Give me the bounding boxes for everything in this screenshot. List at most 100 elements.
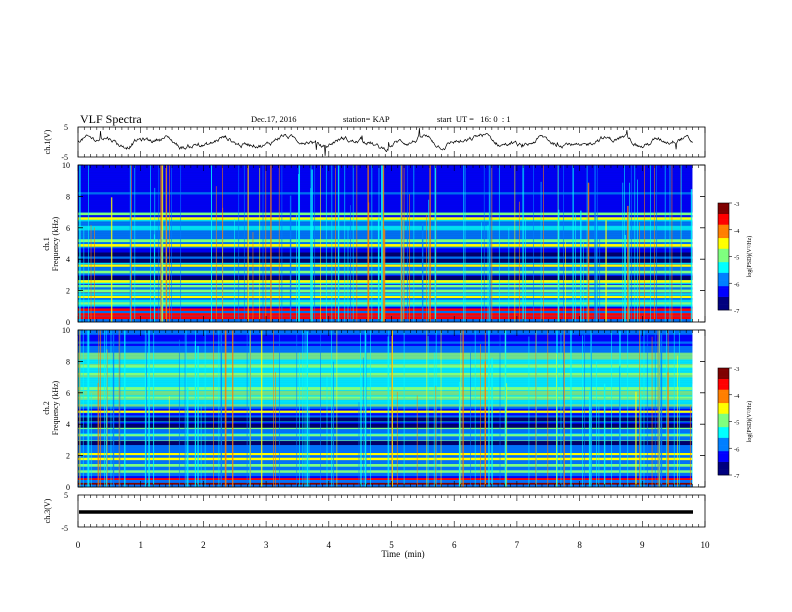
sferic-line bbox=[213, 330, 214, 487]
xtick-label: 10 bbox=[701, 540, 711, 550]
sferic-line bbox=[200, 405, 202, 487]
sferic-line bbox=[440, 330, 442, 487]
frequency-band bbox=[78, 387, 693, 390]
sferic-line bbox=[637, 179, 638, 322]
sferic-line bbox=[204, 330, 206, 487]
sferic-line bbox=[79, 165, 81, 322]
xtick-label: 2 bbox=[201, 540, 206, 550]
colorbar-step bbox=[718, 205, 729, 209]
spectrogram-row bbox=[78, 189, 693, 193]
colorbar-step bbox=[718, 296, 729, 300]
sferic-line bbox=[79, 330, 81, 487]
sferic-line bbox=[388, 330, 390, 487]
sferic-line bbox=[484, 330, 486, 487]
spectrogram-row bbox=[78, 198, 693, 202]
sferic-line bbox=[413, 165, 415, 322]
frequency-band bbox=[78, 372, 693, 375]
sferic-line bbox=[650, 165, 651, 322]
start-time-label: start UT = 16: 0 : 1 bbox=[437, 114, 511, 124]
sferic-line bbox=[556, 353, 557, 487]
ch2-spectrogram-image bbox=[78, 330, 705, 488]
sferic-line bbox=[582, 335, 583, 487]
spectrogram-row bbox=[78, 475, 693, 479]
sferic-line bbox=[433, 352, 435, 487]
colorbar-step bbox=[718, 426, 729, 430]
colorbar-step bbox=[718, 229, 729, 233]
spectrogram-row bbox=[78, 194, 693, 197]
sferic-line bbox=[540, 181, 542, 322]
sferic-line bbox=[464, 165, 466, 322]
colorbar-step bbox=[718, 259, 729, 263]
sferic-line bbox=[690, 189, 693, 322]
ch2-spectrogram-channel-label: ch.2 bbox=[42, 401, 51, 415]
sferic-line bbox=[368, 202, 370, 322]
colorbar-step bbox=[718, 421, 729, 425]
sferic-line bbox=[289, 195, 292, 322]
sferic-line bbox=[605, 220, 607, 322]
colorbar-step bbox=[718, 453, 729, 457]
spectrogram-row bbox=[78, 223, 693, 226]
sferic-line bbox=[560, 330, 562, 487]
colorbar-step bbox=[718, 272, 729, 276]
sferic-line bbox=[104, 330, 106, 487]
sferic-line bbox=[490, 165, 492, 322]
spectrogram-row bbox=[78, 392, 693, 396]
xtick-label: 1 bbox=[138, 540, 143, 550]
colorbar-step bbox=[718, 400, 729, 404]
ytick-label: 8 bbox=[66, 357, 70, 366]
sferic-line bbox=[387, 336, 389, 487]
sferic-line bbox=[98, 330, 100, 487]
spectrogram-row bbox=[78, 395, 693, 398]
spectrogram-row bbox=[78, 336, 693, 340]
sferic-line bbox=[630, 165, 632, 322]
sferic-line bbox=[86, 330, 88, 487]
ch2-colorbar: -3 -4 -5 -6 -7 log(PSD)(V²/Hz) bbox=[717, 366, 753, 480]
sferic-line bbox=[524, 218, 526, 322]
spectrogram-row bbox=[78, 359, 693, 362]
spectrogram-row bbox=[78, 404, 693, 407]
sferic-line bbox=[639, 330, 641, 487]
colorbar-step bbox=[718, 429, 729, 433]
sferic-line bbox=[627, 205, 629, 322]
sferic-line bbox=[409, 194, 410, 322]
sferic-line bbox=[487, 224, 489, 322]
colorbar-step bbox=[718, 291, 729, 295]
sferic-line bbox=[249, 330, 251, 487]
colorbar-step bbox=[718, 264, 729, 268]
sferic-line bbox=[325, 165, 327, 322]
sferic-line bbox=[326, 376, 328, 487]
sferic-line bbox=[337, 165, 340, 322]
colorbar-step bbox=[718, 440, 729, 444]
spectrogram-row bbox=[78, 406, 693, 409]
colorbar-step bbox=[718, 384, 729, 388]
sferic-line bbox=[651, 336, 653, 487]
quiet-band bbox=[78, 441, 693, 446]
sferic-line bbox=[358, 402, 360, 487]
ch1-waveform-trace bbox=[77, 128, 693, 156]
sferic-line bbox=[489, 192, 491, 322]
xtick-label: 4 bbox=[327, 540, 332, 550]
sferic-line bbox=[302, 330, 304, 487]
ytick-label: 0 bbox=[66, 318, 70, 327]
spectrogram-row bbox=[78, 187, 693, 190]
sferic-line bbox=[396, 391, 398, 487]
sferic-line bbox=[391, 330, 393, 487]
sferic-line bbox=[222, 207, 224, 322]
xtick-label: 5 bbox=[389, 540, 394, 550]
spectrogram-row bbox=[78, 182, 693, 186]
sferic-line bbox=[215, 186, 217, 322]
sferic-line bbox=[547, 330, 549, 487]
ytick-label: 6 bbox=[66, 224, 70, 233]
sferic-line bbox=[575, 213, 576, 322]
spectrogram-row bbox=[78, 178, 693, 181]
sferic-line bbox=[634, 165, 636, 322]
sferic-line bbox=[154, 187, 156, 322]
sferic-line bbox=[563, 165, 564, 322]
sferic-line bbox=[153, 234, 155, 322]
ch3-waveform-ylabel: ch.3(V) bbox=[43, 498, 52, 523]
spectrogram-row bbox=[78, 176, 693, 179]
sferic-line bbox=[146, 330, 147, 487]
sferic-line bbox=[460, 330, 462, 487]
spectrogram-row bbox=[78, 338, 693, 342]
frequency-band bbox=[78, 482, 693, 485]
